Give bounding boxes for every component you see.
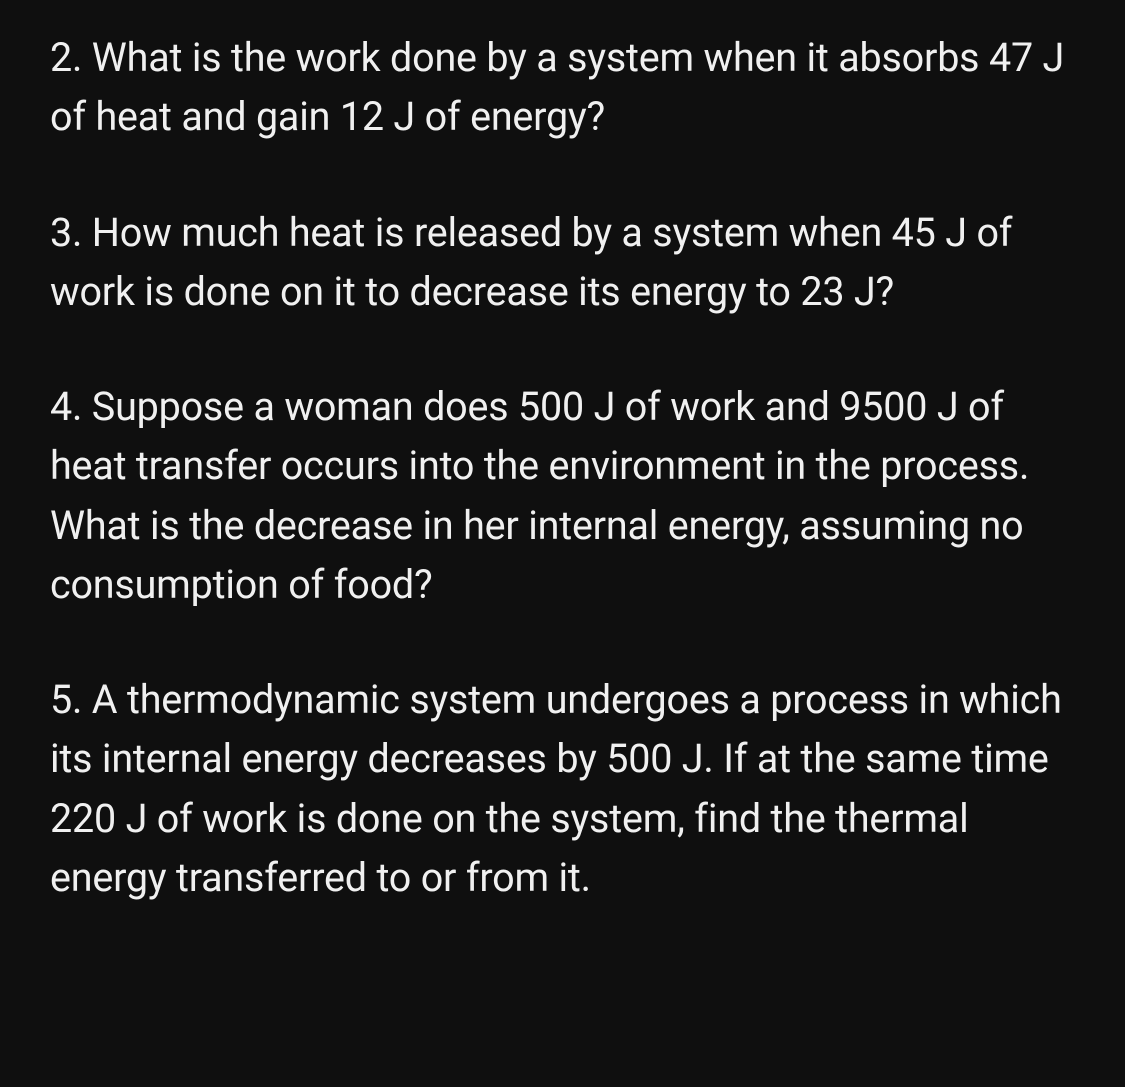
question-5: 5. A thermodynamic system undergoes a pr… — [50, 670, 1081, 907]
question-3: 3. How much heat is released by a system… — [50, 203, 1081, 322]
question-4: 4. Suppose a woman does 500 J of work an… — [50, 377, 1081, 614]
page-container: 2. What is the work done by a system whe… — [0, 0, 1125, 1087]
question-2: 2. What is the work done by a system whe… — [50, 28, 1081, 147]
